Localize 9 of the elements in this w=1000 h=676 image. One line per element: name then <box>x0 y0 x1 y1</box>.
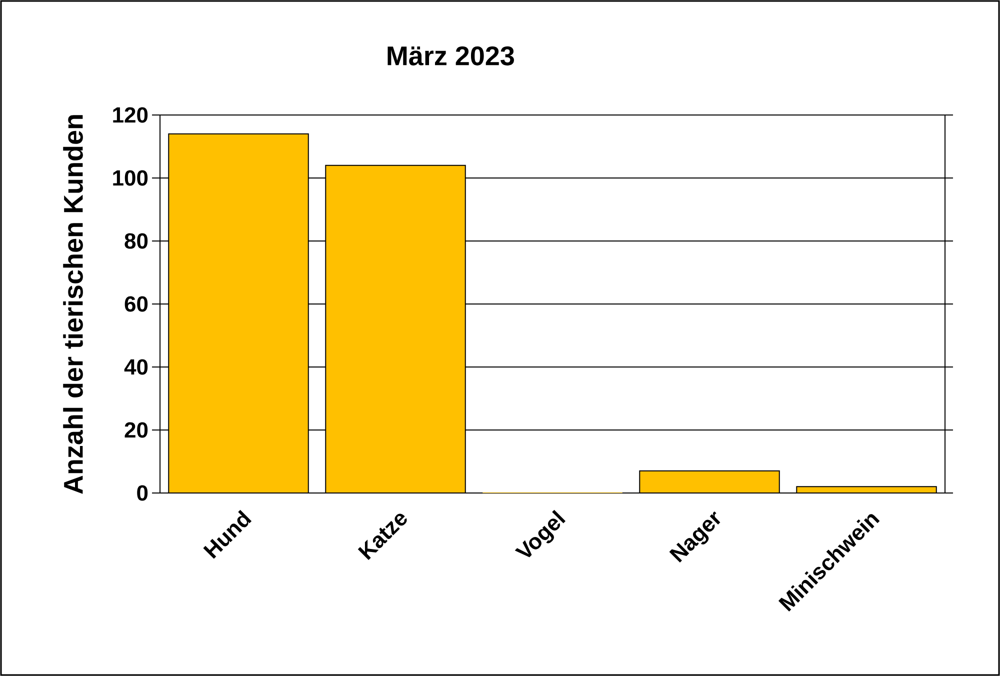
y-tick-label: 60 <box>124 296 148 312</box>
y-tick-label: 100 <box>113 170 148 186</box>
y-tick-label: 20 <box>124 422 148 438</box>
chart-title: März 2023 <box>388 46 514 66</box>
y-tick-label: 0 <box>137 485 148 501</box>
y-tick-label: 120 <box>113 107 148 123</box>
y-tick-label: 80 <box>124 233 148 249</box>
y-axis-title: Anzahl der tierischen Kunden <box>63 115 83 494</box>
y-tick-label: 40 <box>124 359 148 375</box>
